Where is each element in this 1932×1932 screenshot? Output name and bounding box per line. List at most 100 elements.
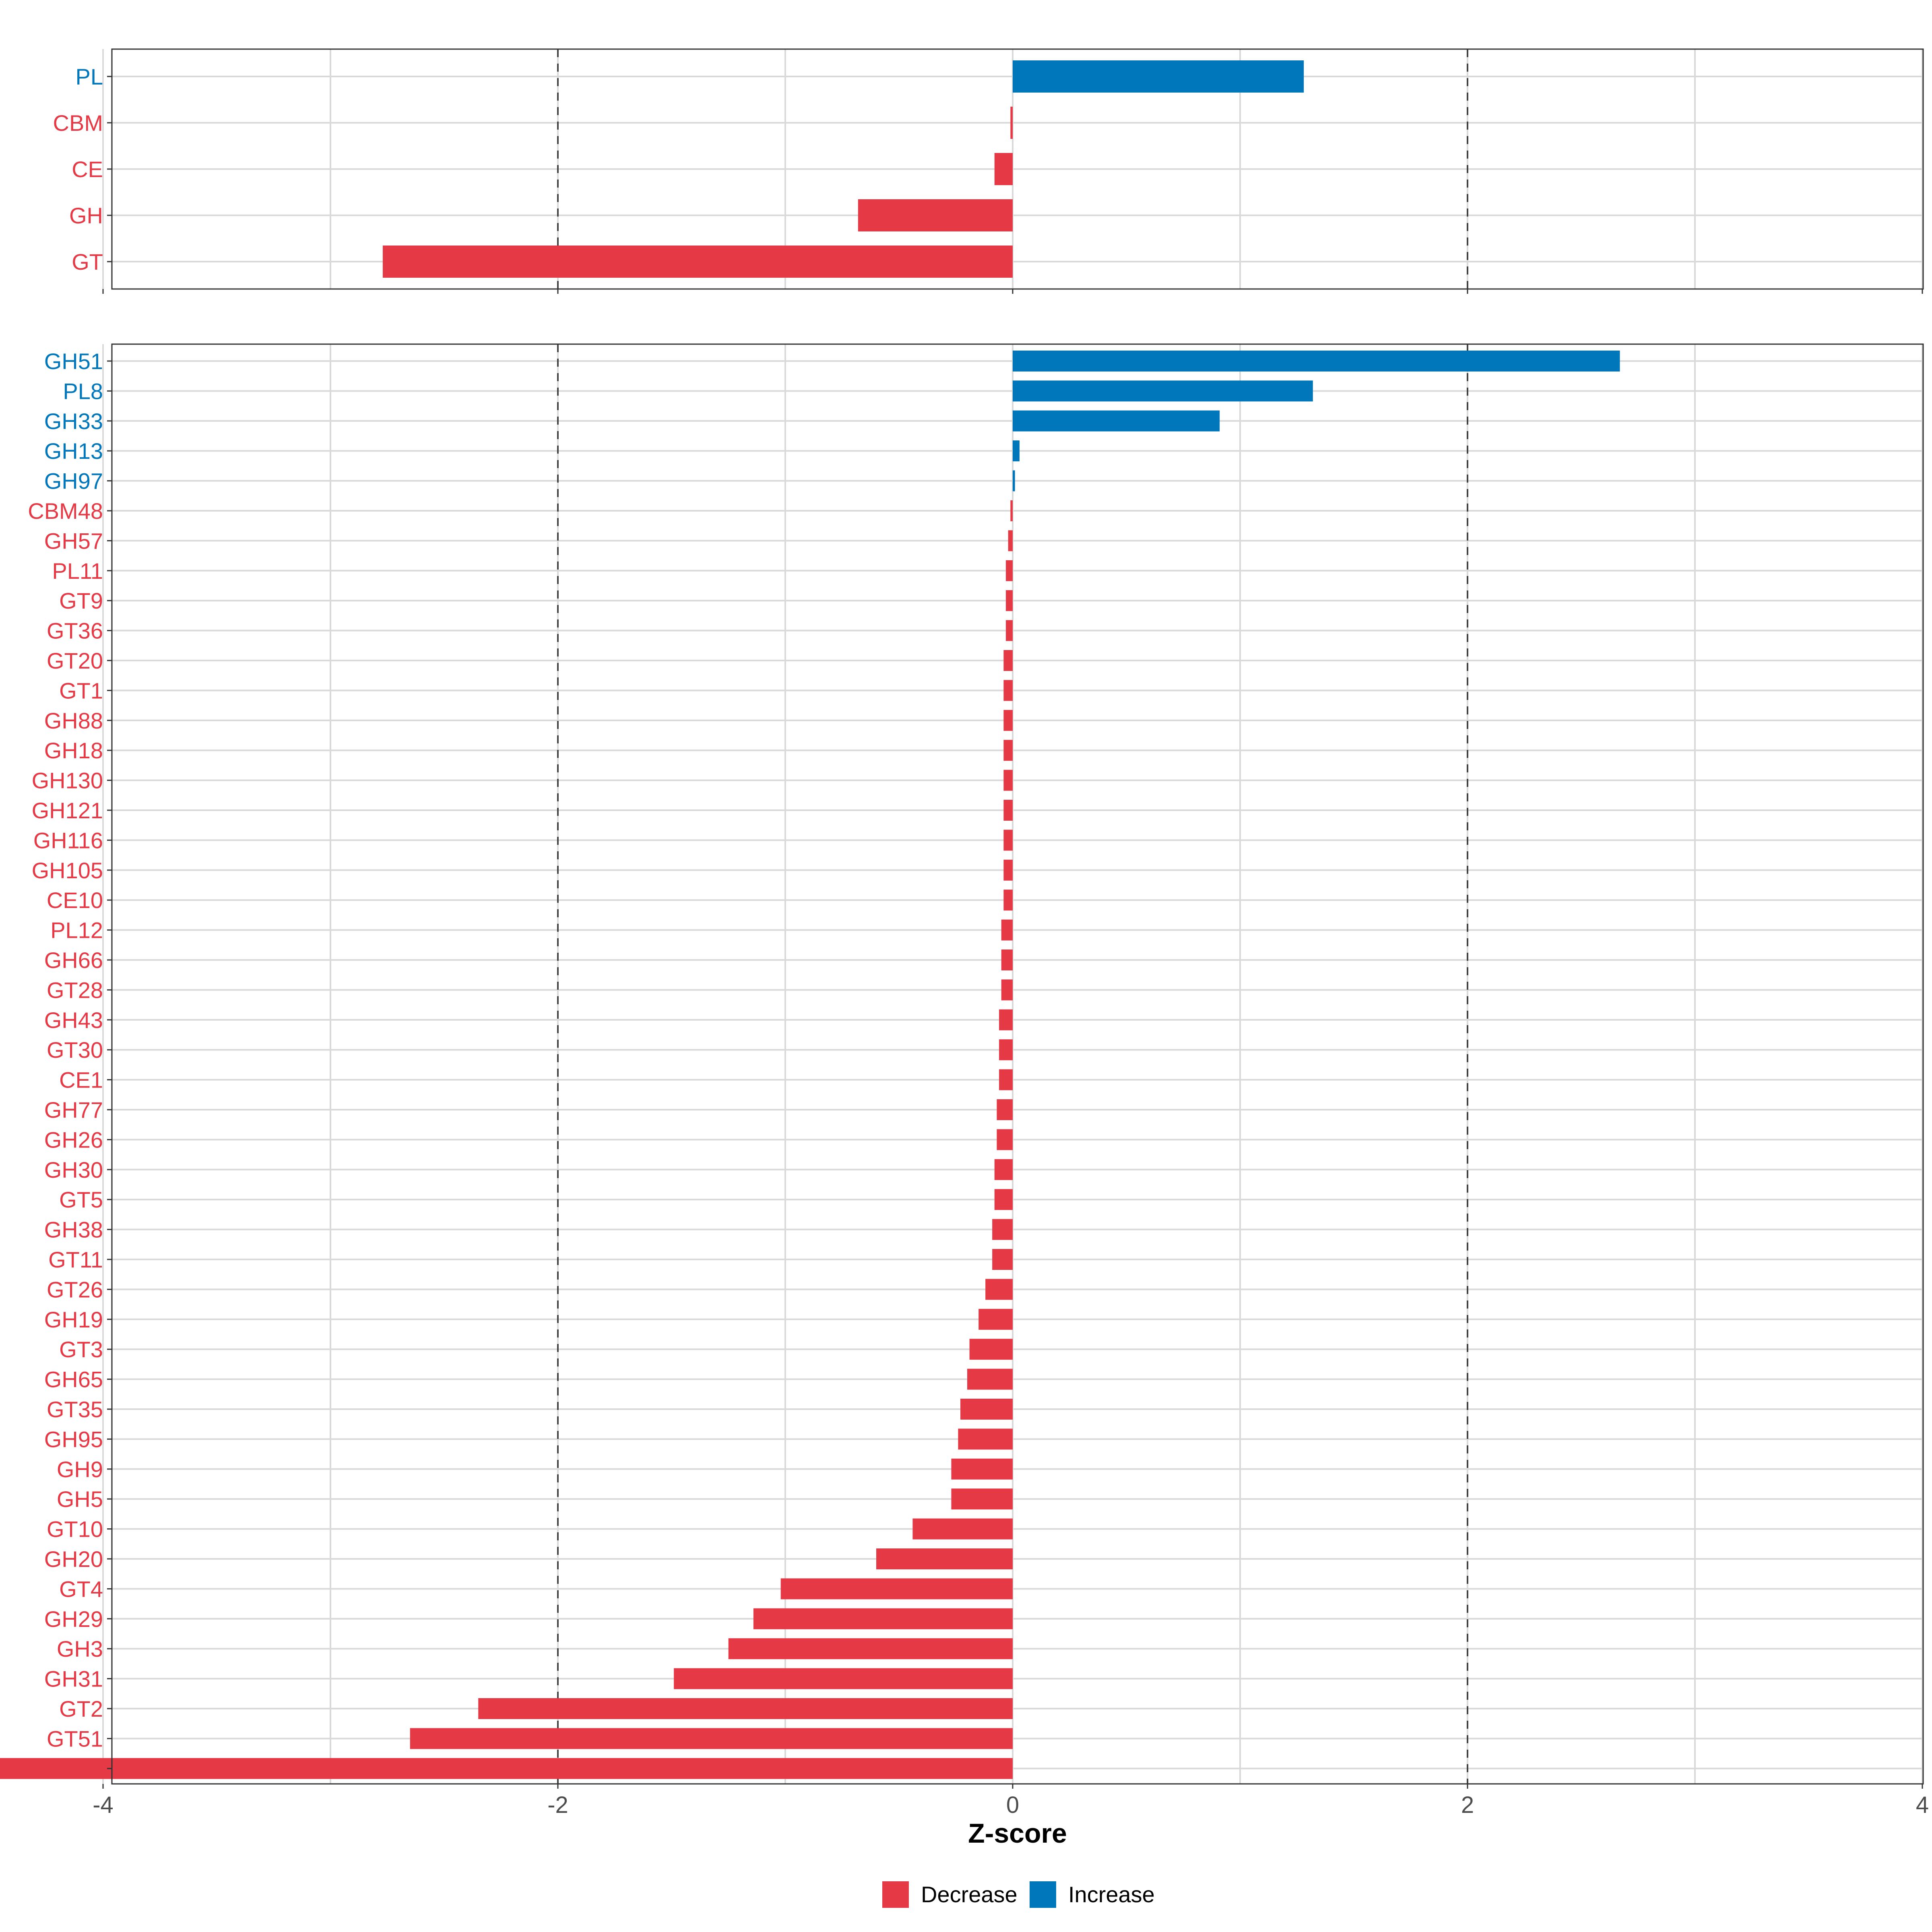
category-label: GT11 xyxy=(48,1247,103,1272)
panel-border xyxy=(111,343,1924,1785)
bar-gh13 xyxy=(1013,440,1020,462)
bar-gh9 xyxy=(951,1458,1013,1480)
x-axis-title: Z-score xyxy=(968,1818,1067,1849)
bar-cbm48 xyxy=(1010,500,1013,521)
x-tick-label: -2 xyxy=(547,1792,568,1818)
bar-gh43 xyxy=(999,1009,1013,1030)
category-label: CBM xyxy=(53,110,103,136)
category-label: GH121 xyxy=(32,798,103,823)
bar-gh31 xyxy=(674,1668,1013,1689)
category-label: GH51 xyxy=(44,349,103,374)
bar-gt9 xyxy=(1006,590,1013,611)
bottom-panel: GH51 PL8 GH33 GH13 GH97 CBM48 GH57 PL11 GT9 GT36 G… xyxy=(0,343,1924,1789)
category-label: GH57 xyxy=(44,528,103,553)
bar-gh19 xyxy=(978,1309,1013,1330)
bar-ce xyxy=(994,153,1013,185)
bar-gh65 xyxy=(967,1368,1013,1390)
x-tick-label: 4 xyxy=(1916,1792,1929,1818)
bar-gh3 xyxy=(728,1638,1013,1660)
bar-gt51 xyxy=(410,1728,1013,1749)
bar-gh29 xyxy=(753,1608,1013,1629)
category-label: GT1 xyxy=(59,678,103,703)
bar-gh33 xyxy=(1013,410,1220,431)
bar-gt20 xyxy=(1003,650,1013,671)
category-label: PL xyxy=(76,64,103,89)
legend-swatch-decrease xyxy=(882,1881,909,1908)
bar-cbm xyxy=(1010,107,1013,139)
category-label: GH95 xyxy=(44,1426,103,1452)
category-label: GH88 xyxy=(44,708,103,733)
bar-gh57 xyxy=(1008,530,1013,551)
bar-gt2 xyxy=(478,1698,1013,1719)
category-label: PL11 xyxy=(52,558,103,584)
category-label: GH xyxy=(69,203,103,228)
legend-label-increase: Increase xyxy=(1068,1882,1155,1907)
category-label: GH33 xyxy=(44,409,103,434)
category-label: GH30 xyxy=(44,1157,103,1183)
bar-gh38 xyxy=(992,1219,1013,1240)
bar-gh18 xyxy=(1003,740,1013,761)
category-label: GH130 xyxy=(32,768,103,793)
bar-gt36 xyxy=(1006,620,1013,641)
bar-gh51 xyxy=(1013,351,1620,372)
bar-gh116 xyxy=(1003,830,1013,851)
bar-gt30 xyxy=(999,1039,1013,1061)
bar-gt1 xyxy=(1003,680,1013,701)
x-tick-label: 2 xyxy=(1461,1792,1474,1818)
bar-gt26 xyxy=(985,1279,1013,1300)
x-tick-label: 0 xyxy=(1006,1792,1019,1818)
category-label: GT28 xyxy=(47,977,103,1003)
panel-border xyxy=(111,48,1924,290)
bar-gh130 xyxy=(1003,770,1013,791)
category-label: GT51 xyxy=(47,1726,103,1751)
bar-gt4 xyxy=(780,1578,1013,1600)
category-label: GT10 xyxy=(47,1517,103,1542)
category-label: GH65 xyxy=(44,1367,103,1392)
x-axis: -6-4-20246 xyxy=(93,1792,1929,1818)
bar-pl12 xyxy=(1001,919,1013,941)
bar-gh88 xyxy=(1003,710,1013,731)
bar-gh20 xyxy=(876,1548,1013,1569)
category-label: GH3 xyxy=(57,1636,103,1662)
category-label: PL12 xyxy=(50,918,103,943)
bar-pl xyxy=(1013,60,1304,93)
category-label: GH66 xyxy=(44,947,103,973)
bar-gt5 xyxy=(994,1189,1013,1210)
bar-gh105 xyxy=(1003,859,1013,881)
category-label: GT3 xyxy=(59,1337,103,1362)
bar-ce10 xyxy=(1003,890,1013,911)
category-label: GT20 xyxy=(47,648,103,673)
category-label: GT2 xyxy=(59,1696,103,1721)
category-label: GT9 xyxy=(59,588,103,613)
legend-label-decrease: Decrease xyxy=(921,1882,1018,1907)
bar-gt35 xyxy=(960,1399,1013,1420)
category-label: GH105 xyxy=(32,858,103,883)
category-label: GH43 xyxy=(44,1007,103,1033)
bar-gh26 xyxy=(997,1129,1013,1150)
bar-gh95 xyxy=(958,1428,1013,1450)
bar-gh66 xyxy=(1001,949,1013,970)
category-label: GH9 xyxy=(57,1457,103,1482)
top-panel: PL CBM CE GH GT xyxy=(53,48,1924,294)
category-label: CE10 xyxy=(47,888,103,913)
bar-gh xyxy=(858,199,1013,231)
bar-gt10 xyxy=(912,1518,1013,1540)
category-label: GH31 xyxy=(44,1666,103,1692)
category-label: GH26 xyxy=(44,1127,103,1152)
category-label: GT36 xyxy=(47,618,103,644)
category-label: GH5 xyxy=(57,1486,103,1512)
category-label: CBM48 xyxy=(28,498,103,524)
bar-gt11 xyxy=(992,1249,1013,1270)
category-label: GH19 xyxy=(44,1307,103,1332)
category-label: GH77 xyxy=(44,1097,103,1123)
bar-ce1 xyxy=(999,1069,1013,1090)
category-label: GH116 xyxy=(33,828,103,853)
bar-gh77 xyxy=(997,1099,1013,1120)
bar-pl8 xyxy=(1013,380,1313,402)
legend-swatch-increase xyxy=(1030,1881,1056,1908)
category-label: CE1 xyxy=(59,1067,103,1093)
x-tick-label: -4 xyxy=(93,1792,114,1818)
bar-gt xyxy=(382,246,1013,278)
category-label: GT19 xyxy=(47,1756,103,1781)
category-label: GH38 xyxy=(44,1217,103,1243)
